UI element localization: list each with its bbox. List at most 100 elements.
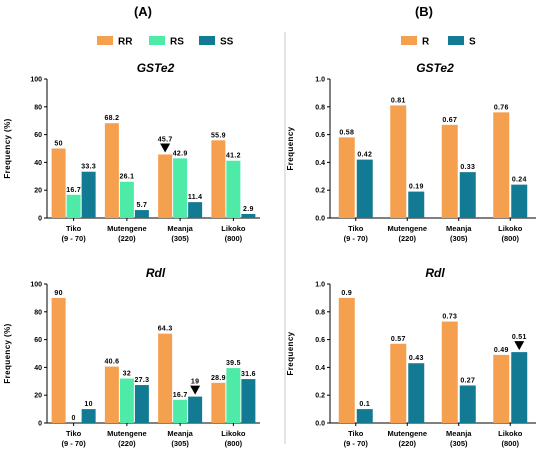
bar-s [511,352,528,423]
x-tick-label: Mutengene [387,429,427,438]
data-label: 0.9 [341,290,352,297]
data-label: 50 [54,141,62,148]
y-tick-label: 1.0 [315,282,325,289]
bar-ss [188,202,203,218]
bar-rr [104,123,119,218]
data-label: 0.51 [512,334,527,341]
x-tick-label: Tiko [348,429,364,438]
legend-label-rs: RS [170,37,184,48]
data-label: 41.2 [226,153,241,160]
bar-r [493,354,510,423]
data-label: 31.6 [241,371,256,378]
data-label: 19 [191,379,199,386]
data-label: 33.3 [81,164,96,171]
y-tick-label: 40 [34,160,42,167]
x-tick-label: Mutengene [387,224,427,233]
y-tick-label: 60 [34,132,42,139]
bar-rs [173,158,188,218]
legend-label-r: R [422,37,430,48]
x-tick-sublabel: (305) [171,439,189,448]
bar-rs [173,399,188,423]
data-label: 0.58 [339,129,354,136]
y-tick-label: 0.4 [315,365,325,372]
bar-rr [158,333,173,423]
y-tick-label: 0.2 [315,393,325,400]
y-tick-label: 0.0 [315,216,325,223]
x-tick-sublabel: (220) [398,234,416,243]
y-tick-label: 80 [34,309,42,316]
x-tick-sublabel: (305) [450,439,468,448]
data-label: 0.76 [494,104,509,111]
y-tick-label: 20 [34,393,42,400]
data-label: 0.24 [512,177,527,184]
data-label: 45.7 [158,136,173,143]
legend-label-s: S [469,37,476,48]
chart-title: Rdl [146,266,166,280]
data-label: 90 [54,290,62,297]
x-tick-label: Likoko [221,224,246,233]
x-tick-sublabel: (800) [501,234,519,243]
bar-rr [211,382,226,423]
y-tick-label: 0.8 [315,309,325,316]
data-label: 0.49 [494,347,509,354]
y-tick-label: 20 [34,188,42,195]
x-tick-sublabel: (800) [501,439,519,448]
x-tick-label: Tiko [66,429,82,438]
bar-r [338,297,355,423]
x-tick-sublabel: (220) [118,439,136,448]
bar-ss [188,396,203,423]
data-label: 5.7 [137,202,148,209]
data-label: 11.4 [188,194,202,201]
y-axis-label: Frequency (%) [3,118,12,178]
bar-s [408,191,425,218]
y-tick-label: 1.0 [315,77,325,84]
data-label: 55.9 [211,132,226,139]
y-tick-label: 100 [30,282,42,289]
panel-label-a: (A) [134,4,152,19]
data-label: 42.9 [173,150,188,157]
data-label: 0.33 [460,164,475,171]
data-label: 0 [72,415,76,422]
arrow-marker [514,341,525,351]
data-label: 39.5 [226,360,241,367]
x-tick-sublabel: (305) [171,234,189,243]
legend-label-rr: RR [118,37,133,48]
bar-rr [158,154,173,218]
x-tick-label: Mutengene [107,224,147,233]
bar-rr [51,297,66,423]
y-tick-label: 40 [34,365,42,372]
data-label: 68.2 [104,115,119,122]
arrow-marker [160,143,171,153]
y-tick-label: 0.6 [315,337,325,344]
legend-swatch-r [401,36,417,45]
data-label: 64.3 [158,326,173,333]
y-tick-label: 0.6 [315,132,325,139]
x-tick-label: Tiko [348,224,364,233]
data-label: 28.9 [211,375,226,382]
bar-s [356,159,373,218]
y-tick-label: 0.4 [315,160,325,167]
bar-ss [81,409,96,423]
x-tick-sublabel: (9 - 70) [62,439,87,448]
y-tick-label: 0 [38,216,42,223]
bar-rr [211,140,226,218]
bar-ss [134,385,149,423]
x-tick-sublabel: (9 - 70) [344,234,369,243]
data-label: 0.43 [409,355,424,362]
x-tick-label: Meanja [446,429,472,438]
x-tick-label: Meanja [446,224,472,233]
y-tick-label: 60 [34,337,42,344]
bar-rs [66,194,81,218]
arrow-marker [190,385,201,395]
bar-rr [51,148,66,218]
chart-title: GSTe2 [137,61,175,75]
bar-r [441,124,458,218]
data-label: 0.19 [409,184,424,191]
chart-2: GSTe2 Frequency 0.0 0.2 0.4 0.6 0.8 1.0 Tiko(9 -… [286,61,536,243]
data-label: 16.7 [173,392,188,399]
legend-b: R S [401,36,476,48]
data-label: 27.3 [134,377,149,384]
legend-swatch-s [448,36,464,45]
data-label: 0.1 [359,401,370,408]
